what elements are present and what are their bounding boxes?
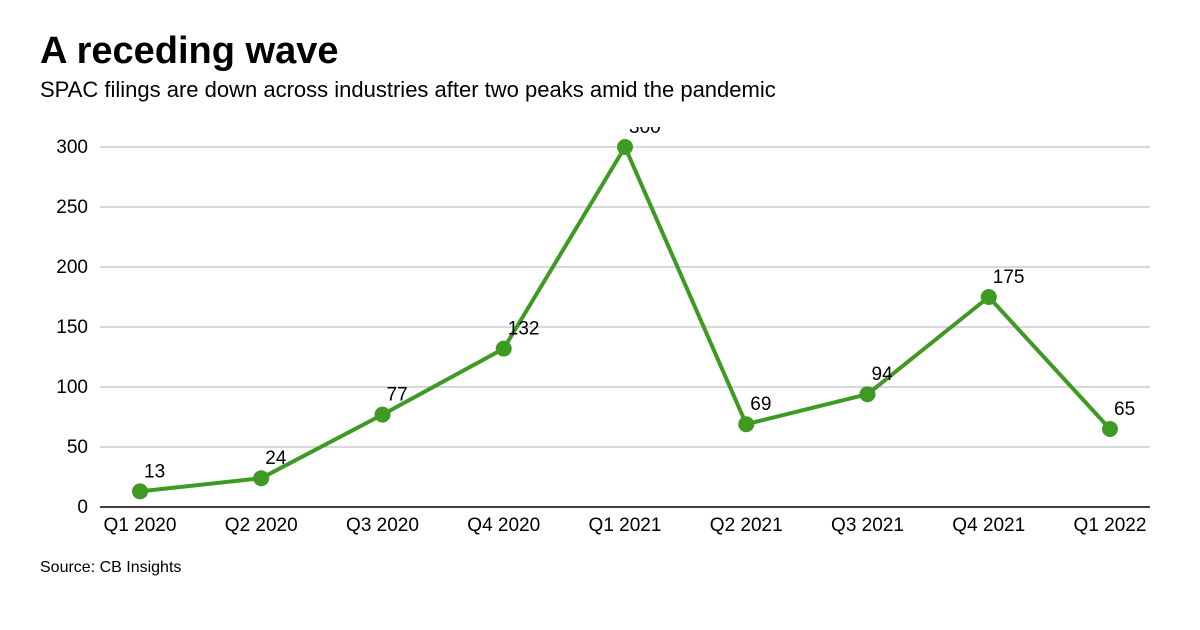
- data-value-label: 300: [629, 127, 661, 138]
- x-tick-label: Q3 2020: [346, 515, 419, 536]
- data-line: [140, 147, 1110, 491]
- y-tick-label: 300: [56, 137, 88, 158]
- x-tick-label: Q3 2021: [831, 515, 904, 536]
- data-marker: [132, 483, 148, 499]
- chart-title: A receding wave: [40, 30, 1160, 73]
- data-value-label: 132: [508, 319, 540, 340]
- data-value-label: 13: [144, 461, 165, 482]
- data-value-label: 24: [265, 448, 287, 469]
- y-tick-label: 150: [56, 317, 88, 338]
- data-value-label: 175: [993, 267, 1025, 288]
- data-marker: [496, 341, 512, 357]
- y-tick-label: 250: [56, 197, 88, 218]
- data-marker: [981, 289, 997, 305]
- y-tick-label: 100: [56, 377, 88, 398]
- data-marker: [738, 416, 754, 432]
- data-marker: [1102, 421, 1118, 437]
- chart-source: Source: CB Insights: [40, 559, 1160, 577]
- x-tick-label: Q2 2020: [225, 515, 298, 536]
- x-tick-label: Q1 2022: [1074, 515, 1147, 536]
- data-marker: [253, 470, 269, 486]
- chart-subtitle: SPAC filings are down across industries …: [40, 77, 1160, 103]
- x-tick-label: Q1 2021: [589, 515, 662, 536]
- x-tick-label: Q1 2020: [104, 515, 177, 536]
- data-value-label: 65: [1114, 399, 1135, 420]
- x-tick-label: Q4 2021: [952, 515, 1025, 536]
- chart-svg: 0 50 100 150 200 250 300 Q1 2020 Q2 2020 Q3 2020 Q…: [40, 127, 1160, 547]
- data-value-label: 94: [872, 364, 894, 385]
- data-marker: [617, 139, 633, 155]
- data-value-label: 69: [750, 394, 771, 415]
- data-value-label: 77: [387, 385, 408, 406]
- x-tick-label: Q4 2020: [467, 515, 540, 536]
- line-chart: 0 50 100 150 200 250 300 Q1 2020 Q2 2020 Q3 2020 Q…: [40, 127, 1160, 547]
- y-tick-label: 0: [77, 497, 88, 518]
- y-tick-label: 200: [56, 257, 88, 278]
- data-marker: [375, 407, 391, 423]
- x-tick-label: Q2 2021: [710, 515, 783, 536]
- data-marker: [860, 386, 876, 402]
- y-tick-label: 50: [67, 437, 88, 458]
